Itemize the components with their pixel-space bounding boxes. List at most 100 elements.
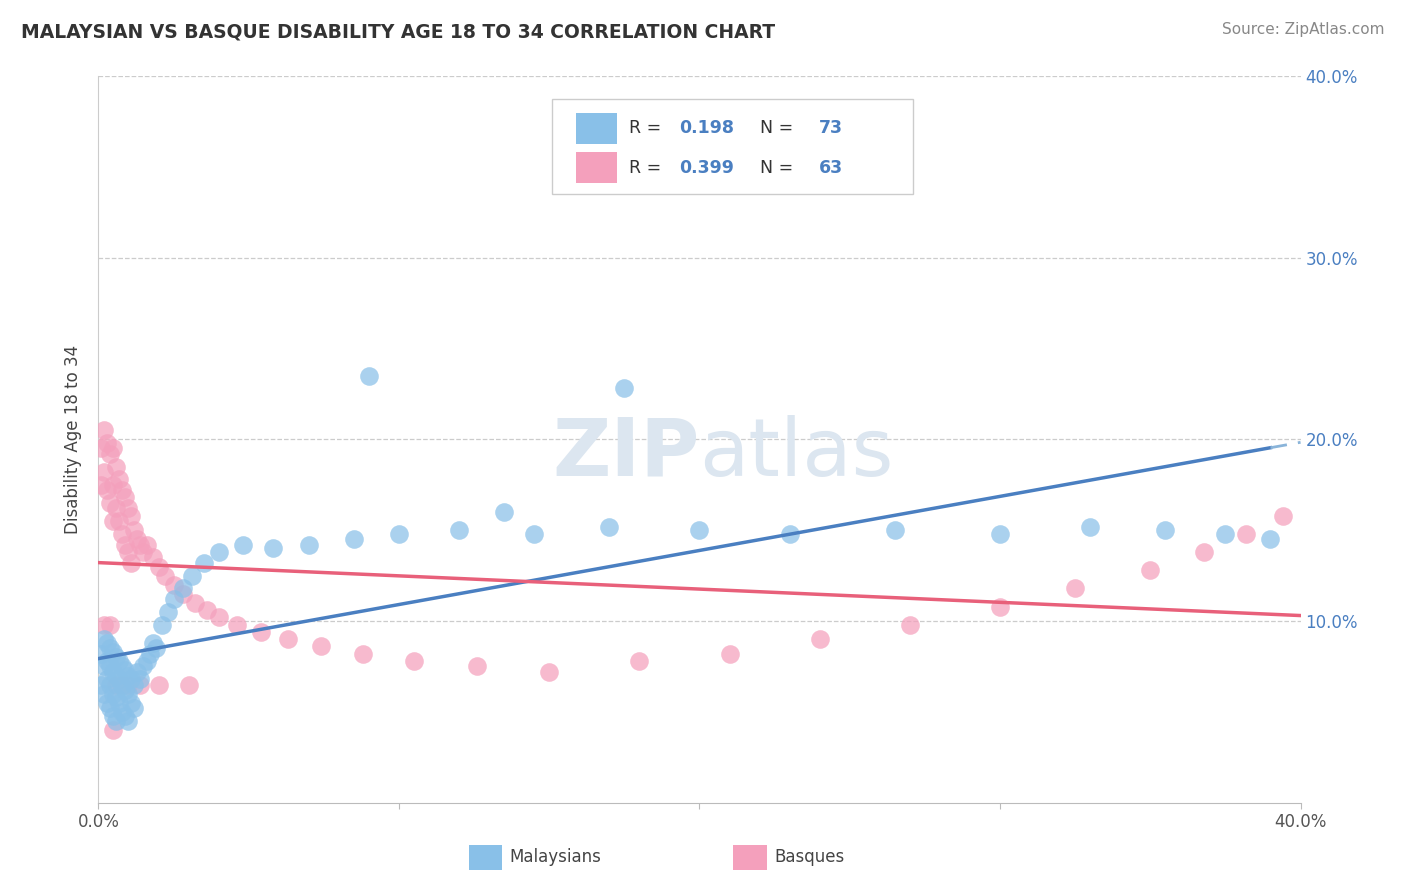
Point — [96, 672, 118, 686]
Point — [124, 523, 146, 537]
Point — [343, 533, 366, 547]
Point — [103, 687, 125, 701]
Point — [100, 496, 122, 510]
Point — [105, 714, 128, 728]
Point — [90, 477, 112, 491]
Point — [108, 696, 131, 710]
Point — [90, 442, 112, 456]
Point — [135, 538, 157, 552]
Point — [114, 663, 136, 677]
Point — [111, 526, 134, 541]
Point — [249, 624, 271, 639]
Point — [538, 665, 561, 679]
Text: 0.399: 0.399 — [679, 159, 734, 177]
Text: 63: 63 — [818, 159, 842, 177]
Point — [117, 501, 139, 516]
Point — [90, 678, 112, 692]
Point — [124, 701, 146, 715]
Point — [90, 647, 112, 661]
Point — [114, 491, 136, 505]
Point — [96, 483, 118, 498]
Point — [117, 668, 139, 682]
Point — [108, 472, 131, 486]
Point — [988, 526, 1011, 541]
Point — [150, 617, 173, 632]
Point — [148, 678, 170, 692]
Point — [883, 523, 905, 537]
Point — [103, 442, 125, 456]
Point — [153, 568, 176, 582]
Point — [100, 617, 122, 632]
Point — [208, 545, 231, 559]
Point — [1271, 508, 1294, 523]
Point — [183, 596, 205, 610]
Point — [93, 687, 115, 701]
Point — [108, 514, 131, 528]
Point — [1215, 526, 1237, 541]
Text: Basques: Basques — [775, 848, 844, 866]
Point — [117, 545, 139, 559]
Point — [93, 423, 115, 437]
Point — [105, 459, 128, 474]
Point — [388, 526, 411, 541]
Point — [193, 556, 215, 570]
Point — [111, 705, 134, 719]
Point — [121, 696, 143, 710]
Point — [108, 672, 131, 686]
Point — [103, 708, 125, 723]
Point — [718, 647, 741, 661]
Point — [898, 617, 921, 632]
Point — [103, 665, 125, 679]
Point — [148, 559, 170, 574]
Point — [96, 436, 118, 450]
Text: atlas: atlas — [700, 415, 894, 493]
Point — [100, 701, 122, 715]
Point — [121, 508, 143, 523]
Point — [93, 617, 115, 632]
Point — [465, 659, 488, 673]
Point — [523, 526, 546, 541]
Point — [447, 523, 470, 537]
Point — [779, 526, 801, 541]
FancyBboxPatch shape — [733, 845, 766, 870]
Text: Source: ZipAtlas.com: Source: ZipAtlas.com — [1222, 22, 1385, 37]
Point — [96, 636, 118, 650]
Text: N =: N = — [749, 120, 799, 137]
Point — [114, 683, 136, 698]
Point — [132, 545, 155, 559]
Point — [232, 538, 254, 552]
Point — [494, 505, 516, 519]
Point — [352, 647, 374, 661]
Point — [93, 659, 115, 673]
Text: R =: R = — [628, 120, 666, 137]
Point — [93, 465, 115, 479]
Point — [100, 678, 122, 692]
Point — [111, 680, 134, 694]
Text: N =: N = — [749, 159, 799, 177]
Point — [111, 678, 134, 692]
Point — [105, 690, 128, 705]
Point — [180, 568, 202, 582]
Point — [127, 533, 149, 547]
Point — [1139, 563, 1161, 577]
Y-axis label: Disability Age 18 to 34: Disability Age 18 to 34 — [65, 344, 83, 534]
Point — [208, 610, 231, 624]
Point — [1260, 533, 1282, 547]
FancyBboxPatch shape — [575, 113, 617, 144]
Point — [100, 659, 122, 673]
Text: Malaysians: Malaysians — [509, 848, 602, 866]
Point — [262, 541, 284, 556]
Point — [808, 632, 831, 647]
Point — [628, 654, 651, 668]
Point — [1064, 582, 1087, 596]
Point — [105, 668, 128, 682]
Point — [114, 538, 136, 552]
Point — [225, 617, 247, 632]
Point — [162, 592, 184, 607]
Point — [689, 523, 711, 537]
Point — [117, 714, 139, 728]
Point — [402, 654, 425, 668]
Point — [135, 654, 157, 668]
Point — [105, 650, 128, 665]
Text: 0.198: 0.198 — [679, 120, 734, 137]
